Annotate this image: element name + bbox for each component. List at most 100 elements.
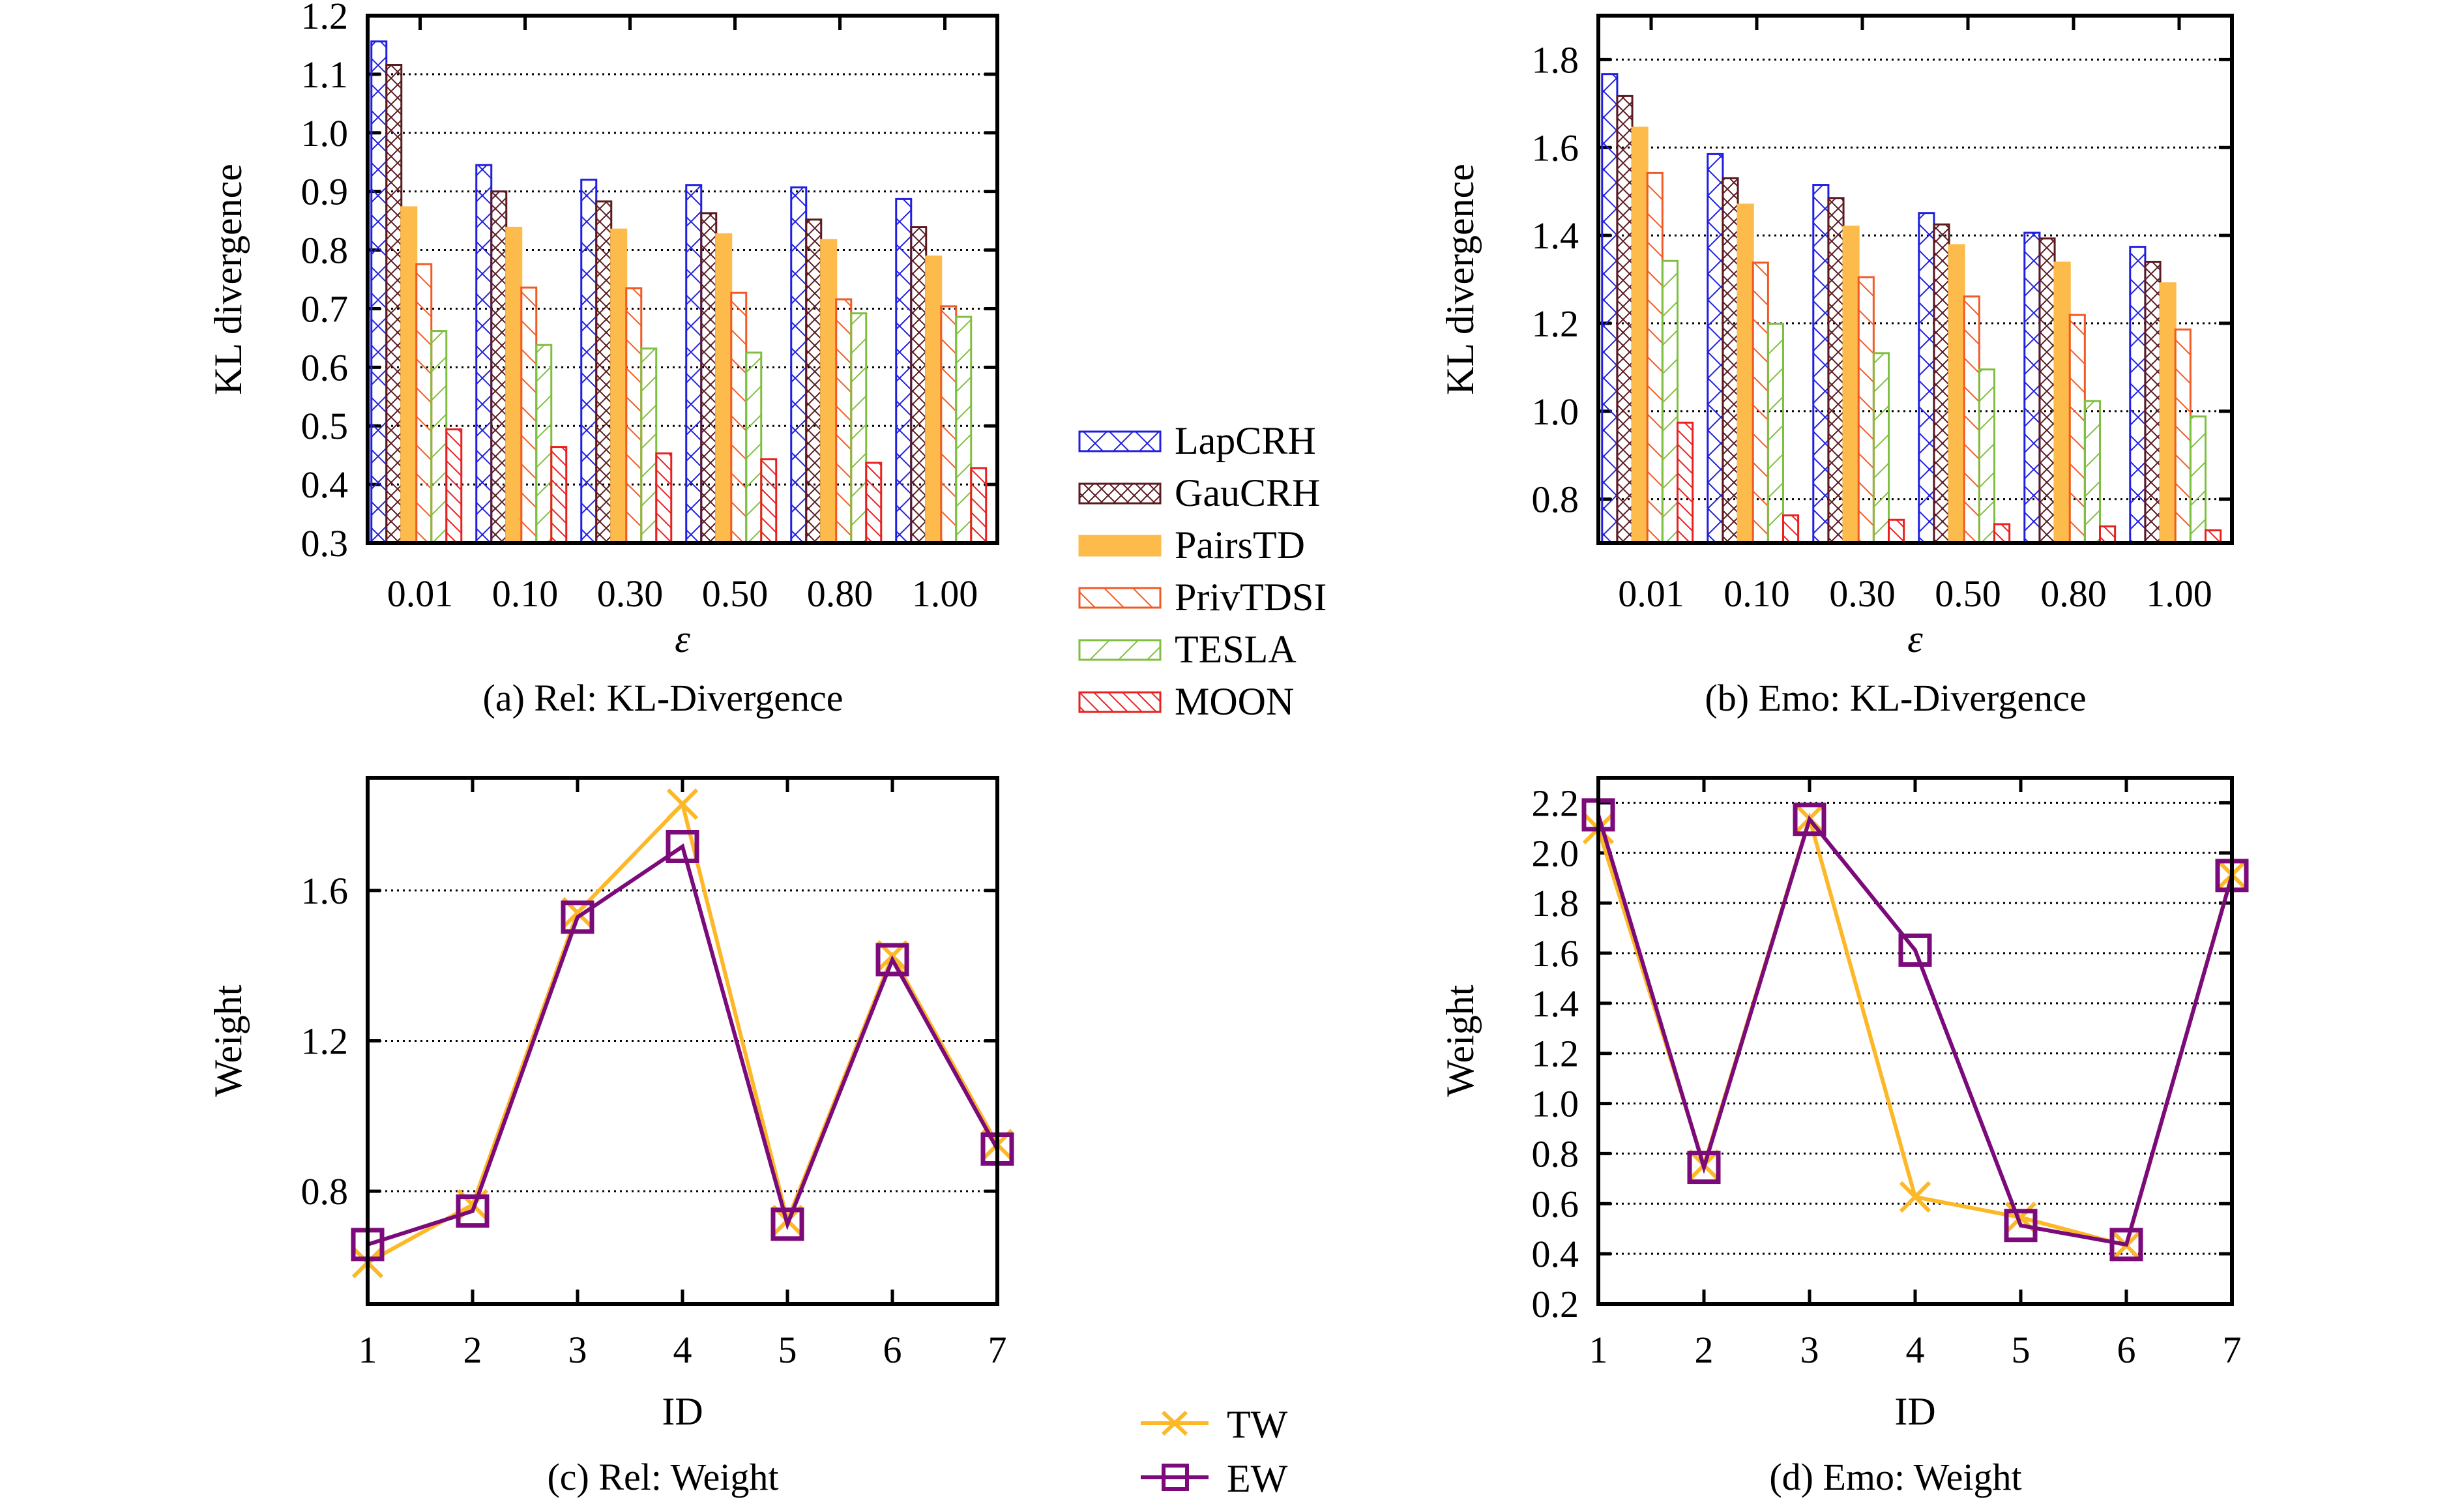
x-tick-label: 0.80 (2040, 572, 2107, 615)
legend-item-tesla: TESLA (1078, 628, 1297, 671)
bar-legend: LapCRH GauCRH PairsTD PrivTDSI TESLA MOON (1078, 419, 1327, 723)
point-marker-ew (456, 1194, 490, 1228)
point-marker-ew (770, 1207, 804, 1241)
chart-caption: (d) Emo: Weight (1769, 1456, 2021, 1498)
plot-frame (1596, 776, 2234, 1306)
bar-moon (2099, 525, 2117, 544)
bar-tesla (1978, 368, 1996, 544)
plot-frame (1596, 14, 2234, 545)
bar-lapcrh (1918, 212, 1935, 544)
x-tick-label: 3 (568, 1329, 587, 1371)
plot-frame (366, 776, 999, 1306)
y-axis-label: Weight (1439, 984, 1482, 1097)
bar-pairstd (925, 255, 943, 544)
y-tick-label: 0.6 (1532, 1183, 1579, 1225)
bar-privtdsi (730, 291, 748, 544)
y-tick-label: 2.0 (1532, 832, 1579, 874)
bar-gaucrh (1722, 177, 1739, 544)
y-tick-label: 1.0 (1532, 391, 1579, 433)
bar-moon (760, 458, 778, 544)
bar-tesla (745, 351, 763, 544)
bar-tesla (955, 316, 973, 544)
point-marker-tw (1899, 1181, 1931, 1213)
legend-label: TESLA (1175, 628, 1297, 671)
bar-pairstd (1948, 244, 1965, 544)
legend-swatch (1078, 430, 1162, 452)
bar-gaucrh (2144, 261, 2162, 544)
x-axis-label: ε (1907, 617, 1923, 660)
chart-c: 0.8 1.2 1.6 1 2 3 4 5 6 7 ID Weight (c) Rel: Weight (207, 776, 1014, 1498)
y-tick-label: 0.4 (301, 464, 349, 506)
bar-lapcrh (685, 184, 703, 544)
y-tick-label: 0.5 (301, 405, 349, 447)
y-tick-label: 0.3 (301, 522, 349, 565)
x-tick-label: 0.01 (1618, 572, 1684, 615)
y-tick-label: 1.8 (1532, 882, 1579, 924)
y-tick-label: 0.2 (1532, 1283, 1579, 1325)
y-tick-label: 1.6 (1532, 126, 1579, 169)
chart-caption: (c) Rel: Weight (547, 1456, 778, 1498)
legend-swatch (1078, 482, 1162, 505)
legend-item-pairstd: PairsTD (1078, 524, 1305, 567)
y-tick-label: 0.6 (301, 346, 349, 389)
bar-lapcrh (580, 179, 598, 544)
point-marker-ew (2004, 1209, 2038, 1243)
legend-square-marker-icon (1162, 1464, 1189, 1491)
y-tick-label: 0.4 (1532, 1233, 1579, 1275)
bar-gaucrh (490, 190, 508, 544)
bar-privtdsi (1752, 261, 1769, 544)
x-tick-label: 5 (778, 1329, 797, 1371)
y-tick-label: 1.1 (301, 53, 349, 96)
y-tick-label: 1.6 (1532, 932, 1579, 975)
y-tick-label: 1.0 (301, 112, 349, 155)
bar-tesla (535, 344, 553, 544)
bar-gaucrh (805, 218, 823, 544)
bar-tesla (640, 347, 658, 544)
bar-pairstd (1737, 203, 1754, 544)
bar-moon (655, 452, 673, 544)
x-tick-label: 1.00 (2146, 572, 2212, 615)
y-axis-label: KL divergence (1439, 164, 1482, 395)
legend-swatch (1078, 587, 1162, 609)
x-tick-label: 4 (1906, 1329, 1925, 1371)
bar-pairstd (610, 228, 628, 544)
y-tick-label: 1.6 (301, 870, 349, 912)
series-line-ew (367, 843, 999, 1247)
y-tick-label: 0.9 (301, 171, 349, 213)
x-tick-label: 7 (2223, 1329, 2242, 1371)
x-tick-label: 3 (1800, 1329, 1819, 1371)
x-axis-label: ε (675, 617, 690, 660)
y-tick-label: 1.8 (1532, 38, 1579, 81)
bar-privtdsi (415, 263, 433, 544)
bar-lapcrh (1601, 73, 1619, 544)
bar-tesla (1661, 259, 1679, 544)
x-tick-label: 2 (1695, 1329, 1714, 1371)
bar-moon (445, 428, 463, 544)
bar-tesla (1872, 352, 1890, 544)
y-tick-label: 1.2 (301, 0, 349, 37)
x-tick-label: 0.80 (807, 572, 873, 615)
bar-tesla (2189, 415, 2207, 544)
legend-swatch (1078, 639, 1162, 661)
x-tick-label: 2 (463, 1329, 482, 1371)
x-tick-label: 6 (2117, 1329, 2136, 1371)
y-tick-label: 1.2 (1532, 303, 1579, 345)
bar-lapcrh (475, 164, 493, 544)
bar-lapcrh (2023, 231, 2041, 544)
bar-pairstd (715, 233, 733, 544)
legend-label: TW (1227, 1403, 1288, 1446)
bar-gaucrh (595, 200, 613, 544)
y-tick-label: 0.8 (301, 1170, 349, 1213)
bar-moon (1888, 518, 1905, 544)
x-axis-label: ID (662, 1390, 703, 1433)
legend-x-marker-icon (1161, 1410, 1188, 1436)
bar-gaucrh (1827, 197, 1845, 544)
legend-label: PairsTD (1175, 524, 1305, 567)
bar-moon (1677, 421, 1694, 544)
point-marker-ew (2109, 1228, 2143, 1262)
point-marker-ew (1687, 1151, 1721, 1185)
x-tick-label: 1 (359, 1329, 377, 1371)
legend-label: PrivTDSI (1175, 576, 1327, 619)
y-tick-label: 2.2 (1532, 782, 1579, 824)
y-axis-label: KL divergence (207, 164, 250, 395)
